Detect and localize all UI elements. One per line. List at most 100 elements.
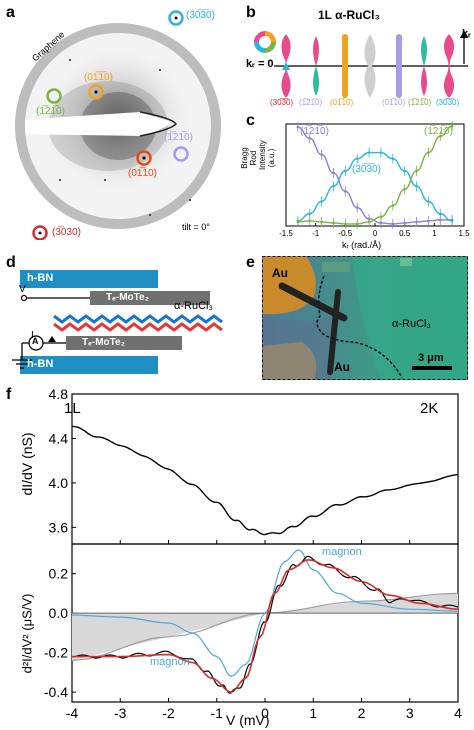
top-plot-frame xyxy=(71,393,459,545)
spot-label-12-10-right: (1̅21̅0) xyxy=(164,132,193,143)
rod-1 xyxy=(281,34,291,98)
chart-c-point xyxy=(438,134,442,138)
chart-c-xtick-label: 0 xyxy=(373,229,378,238)
mote-top-label: Tₑ-MoTe₂ xyxy=(106,292,150,303)
panel-b-title: 1L α-RuCl₃ xyxy=(318,8,381,22)
bottom-ytick-label: 0.2 xyxy=(49,566,69,582)
bottom-ytick-label: -0.2 xyxy=(44,645,68,661)
chart-c-point xyxy=(332,171,335,175)
rod-6 xyxy=(421,36,427,66)
f-xtick-label: 0 xyxy=(261,705,269,721)
hbn-bottom xyxy=(20,356,158,374)
rod-label-6: (30̅3̅0) xyxy=(436,98,460,107)
chart-c-point xyxy=(355,206,359,209)
f-xtick-label: 2 xyxy=(358,705,366,721)
tilt-label: tilt = 0° xyxy=(182,222,210,232)
au-label-bottom: Au xyxy=(334,360,350,374)
chart-c-xtick-label: 1.5 xyxy=(458,229,470,238)
chart-c-point xyxy=(438,212,442,216)
panel-a-letter: a xyxy=(6,4,15,21)
chart-c-xtick-label: 0.5 xyxy=(399,229,411,238)
device-schematic xyxy=(12,270,223,374)
rucl-lattice xyxy=(53,314,223,332)
top-ytick-label: 3.6 xyxy=(49,519,69,535)
chart-c-series-1 xyxy=(297,126,453,225)
chart-c-point xyxy=(344,190,347,193)
chart-c-point xyxy=(308,212,312,216)
chart-c-point xyxy=(308,136,312,140)
chart-c-point xyxy=(403,187,406,191)
chart-c-point xyxy=(379,151,383,154)
spot-12-10-left xyxy=(46,88,62,104)
ammeter-label: A xyxy=(32,336,39,346)
chart-c-point xyxy=(332,184,335,188)
bottom-ytick-label: 0.0 xyxy=(49,605,69,621)
chart-c-point xyxy=(308,219,312,223)
chart-c-point xyxy=(379,221,383,225)
magnon-label-bottom: magnon xyxy=(150,656,190,668)
tunneling-spectra-chart: 4.8 4.4 4.0 3.6 0.2 0.0 -0.2 -0.4 -4 -3 -2 -1 0 1 2 3 4 xyxy=(44,386,462,721)
rod-label-3: (01̅10) xyxy=(330,98,354,107)
chart-c-point xyxy=(332,221,335,225)
panel-b-letter: b xyxy=(246,4,256,21)
spot-30-30 xyxy=(168,10,184,26)
bragg-rod-chart: -1.5 -1 -0.5 0 0.5 1 1.5 xyxy=(279,121,470,238)
chart-c-point xyxy=(355,157,359,160)
background-fill xyxy=(72,593,458,661)
chart-c-point xyxy=(427,151,430,154)
f-xtick-label: 3 xyxy=(406,705,414,721)
chart-c-ylabel: Bragg Rod Intensity (a.u.) xyxy=(240,140,276,170)
bottom-ytick-label: -0.4 xyxy=(44,684,68,700)
hbn-bottom-label: h-BN xyxy=(27,358,54,370)
magnon-label-top: magnon xyxy=(322,546,362,558)
optical-micrograph xyxy=(262,256,468,380)
top-ytick-label: 4.4 xyxy=(49,430,69,446)
chart-c-point xyxy=(296,125,300,129)
chart-c-point xyxy=(320,200,323,203)
chart-c-point xyxy=(355,222,359,226)
ammeter-icon xyxy=(28,335,44,351)
kr-zero-label: kᵣ = 0 xyxy=(246,58,274,70)
rod-label-5: (1̅21̅0) xyxy=(408,98,432,107)
chart-c-point xyxy=(344,222,347,226)
chart-c-point xyxy=(391,157,395,160)
panel-f-letter: f xyxy=(6,386,12,403)
spot-3-030 xyxy=(32,225,48,240)
f-xlabel: V (mV) xyxy=(226,712,270,728)
bragg-rods-diagram xyxy=(254,30,468,98)
v-label: V xyxy=(19,284,26,295)
chart-c-point xyxy=(344,169,347,173)
spot-label-0-110: (01̅10) xyxy=(128,168,157,179)
chart-c-xtick-label: -1.5 xyxy=(279,229,293,238)
chart-c-series-2 xyxy=(297,151,453,222)
rod-label-1: (30̅3̅0) xyxy=(270,98,294,107)
rod-label-4: (01̅10) xyxy=(382,98,406,107)
chart-c-xlabel: kᵣ (rad./Å) xyxy=(342,240,382,250)
spot-label-12-10-left: (1̅21̅0) xyxy=(36,106,65,117)
wheel-pi-label: π xyxy=(253,28,259,37)
bottom-ylabel: d²I/dV² (μS/V) xyxy=(19,593,35,674)
rod-2 xyxy=(313,36,319,66)
chart-c-point xyxy=(427,200,430,203)
top-ytick-label: 4.0 xyxy=(49,475,69,491)
chart-c-point xyxy=(403,221,406,225)
scale-bar xyxy=(412,366,452,370)
rod-7 xyxy=(443,34,455,98)
rod-label-2: (1̅21̅0) xyxy=(299,98,323,107)
spot-label-01-10: (01̅1̅0) xyxy=(84,72,113,83)
f-xtick-label: 1 xyxy=(309,705,317,721)
mote-top xyxy=(90,291,210,305)
chart-c-point xyxy=(415,169,418,173)
rod-5 xyxy=(396,34,402,98)
chart-c-point xyxy=(415,220,418,224)
flake-outline xyxy=(316,275,403,379)
chart-c-series-3 xyxy=(297,125,453,225)
f-xtick-label: -2 xyxy=(162,705,175,721)
chart-c-point xyxy=(367,151,371,154)
chart-c-label-1: (1̅21̅0) xyxy=(300,126,329,137)
didv-curve xyxy=(71,425,459,536)
spot-12-10-right xyxy=(173,146,189,162)
chart-c-point xyxy=(320,153,323,156)
chart-c-point xyxy=(367,220,371,224)
chart-c-point xyxy=(450,124,454,128)
